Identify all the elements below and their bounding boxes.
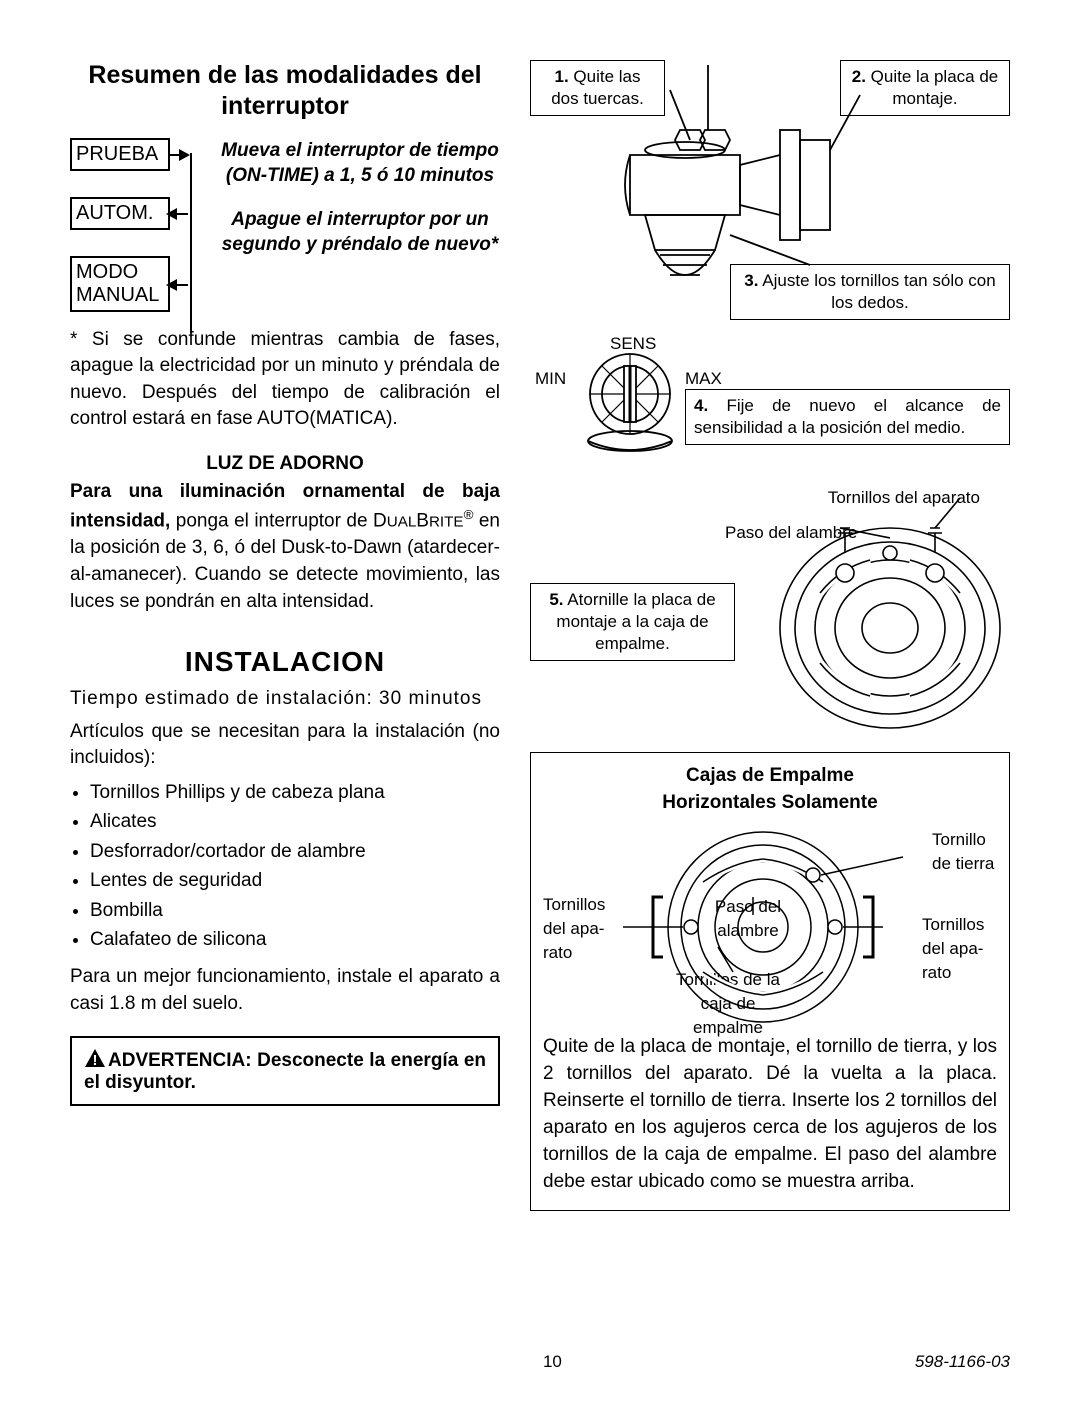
footnote: * Si se confunde mientras cambia de fase…: [70, 327, 500, 433]
luz-paragraph: Para una iluminación ornamental de baja …: [70, 479, 500, 616]
inst-items: Tornillos Phillips y de cabeza plana Ali…: [90, 778, 500, 955]
step4-box: 4. Fije de nuevo el alcance de sensibili…: [685, 389, 1010, 445]
instalacion-heading: INSTALACION: [70, 646, 500, 678]
list-item: Bombilla: [90, 896, 500, 925]
switch-diagram: PRUEBA AUTOM. MODO MANUAL Mueva el inter…: [70, 138, 500, 312]
page-footer: 10 598-1166-03: [70, 1344, 1010, 1372]
sens-figure: SENS MIN MAX 4. Fije de nuevo el alcance…: [530, 334, 1010, 474]
inst-items-intro: Artículos que se necesitan para la insta…: [70, 719, 500, 772]
svg-text:!: !: [93, 1052, 98, 1068]
warning-box: ! ADVERTENCIA: Desconecte la energía en …: [70, 1036, 500, 1106]
warning-icon: !: [84, 1048, 106, 1068]
left-column: Resumen de las modalidades del interrupt…: [70, 60, 500, 1344]
cajas-svg: [543, 827, 983, 1032]
list-item: Alicates: [90, 807, 500, 836]
switch-instr-1: Mueva el interruptor de tiempo (ON-TIME)…: [220, 138, 500, 189]
cajas-paragraph: Quite de la placa de montaje, el tornill…: [543, 1034, 997, 1196]
mode-prueba: PRUEBA: [70, 138, 170, 171]
inst-best: Para un mejor funcionamiento, instale el…: [70, 964, 500, 1017]
doc-code: 598-1166-03: [915, 1352, 1010, 1372]
list-item: Calafateo de silicona: [90, 925, 500, 954]
cajas-title: Cajas de Empalme Horizontales Solamente: [543, 763, 997, 817]
list-item: Tornillos Phillips y de cabeza plana: [90, 778, 500, 807]
switch-instr-2: Apague el interruptor por un segundo y p…: [220, 207, 500, 258]
mode-autom: AUTOM.: [70, 197, 170, 230]
mode-manual: MODO MANUAL: [70, 256, 170, 312]
right-column: 1. Quite las dos tuercas. 2. Quite la pl…: [530, 60, 1010, 1344]
section-title: Resumen de las modalidades del interrupt…: [70, 60, 500, 123]
list-item: Desforrador/cortador de alambre: [90, 837, 500, 866]
inst-time: Tiempo estimado de instalación: 30 minut…: [70, 686, 500, 713]
fixture-svg: [530, 60, 1010, 320]
step5-box: 5. Atornille la placa de montaje a la ca…: [530, 583, 735, 661]
fixture-figure: 1. Quite las dos tuercas. 2. Quite la pl…: [530, 60, 1010, 320]
luz-heading: LUZ DE ADORNO: [70, 453, 500, 475]
list-item: Lentes de seguridad: [90, 866, 500, 895]
min-label: MIN: [535, 369, 566, 389]
plate-figure: Tornillos del aparato Paso del alambre 5…: [530, 488, 1010, 738]
page-number: 10: [190, 1352, 915, 1372]
plate-svg: [760, 498, 1010, 748]
cajas-box: Cajas de Empalme Horizontales Solamente …: [530, 752, 1010, 1211]
